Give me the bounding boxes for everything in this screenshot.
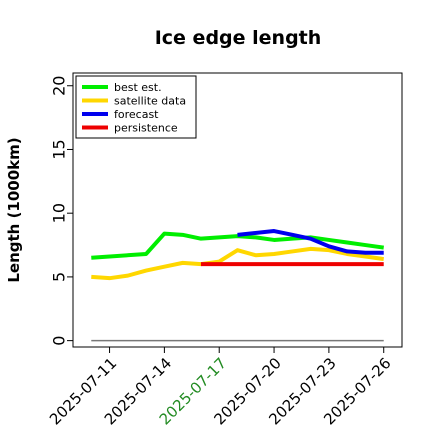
legend-label: forecast <box>114 108 159 121</box>
legend-label: best est. <box>114 81 162 94</box>
legend-label: satellite data <box>114 95 186 108</box>
series-line-forecast <box>237 229 384 255</box>
y-tick-label: 10 <box>50 203 69 223</box>
y-tick-label: 15 <box>50 139 69 159</box>
series-line-satellite-data <box>91 246 384 281</box>
plot-frame <box>72 72 403 348</box>
legend: best est.satellite dataforecastpersisten… <box>75 75 197 139</box>
y-axis-label: Length (1000km) <box>5 137 23 282</box>
y-tick-label: 5 <box>50 272 69 282</box>
y-tick-label: 0 <box>50 336 69 346</box>
chart-title: Ice edge length <box>155 27 322 49</box>
series-line-best-est- <box>91 231 384 260</box>
legend-label: persistence <box>114 122 178 135</box>
y-tick-label: 20 <box>50 76 69 96</box>
